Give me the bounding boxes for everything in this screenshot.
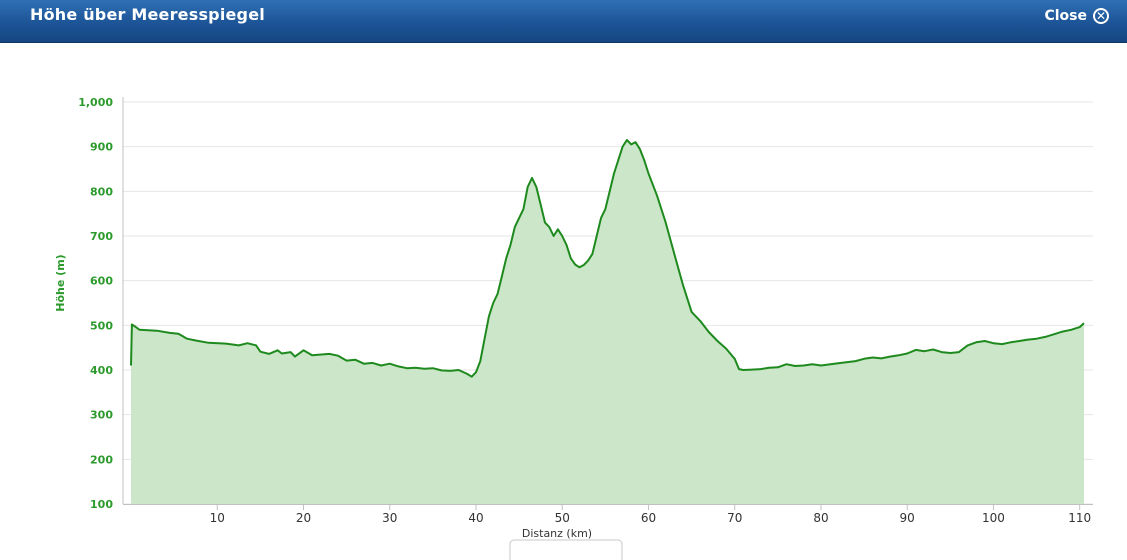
elevation-chart: 100 200 300 400 500 600 700 800 900 1,000 10 20 30 4… (54, 96, 1093, 560)
y-tick-label-6: 700 (90, 230, 113, 243)
close-label: Close (1044, 8, 1087, 24)
close-circle-icon[interactable]: ✕ (1093, 8, 1109, 24)
y-tick-label-5: 600 (90, 275, 113, 288)
elevation-area (131, 140, 1084, 504)
x-axis-title: Distanz (km) (522, 527, 592, 540)
dialog-header: Höhe über Meeresspiegel Close ✕ (0, 0, 1127, 43)
axes (122, 97, 1093, 510)
y-tick-label-8: 900 (90, 141, 113, 154)
x-tick-label-0: 10 (210, 511, 225, 525)
x-tick-label-9: 100 (982, 511, 1005, 525)
x-tick-label-2: 30 (382, 511, 397, 525)
y-tick-label-4: 500 (90, 319, 113, 332)
y-axis-title: Höhe (m) (54, 254, 67, 311)
close-button[interactable]: Close ✕ (1044, 4, 1109, 28)
y-tick-label-7: 800 (90, 185, 113, 198)
x-tick-label-5: 60 (641, 511, 656, 525)
y-tick-label-3: 400 (90, 364, 113, 377)
x-tick-label-7: 80 (813, 511, 828, 525)
x-tick-label-10: 110 (1068, 511, 1091, 525)
x-tick-label-8: 90 (900, 511, 915, 525)
x-tick-label-1: 20 (296, 511, 311, 525)
y-tick-label-1: 200 (90, 453, 113, 466)
elevation-line (130, 139, 1085, 378)
y-tick-label-0: 100 (90, 498, 113, 511)
x-tick-label-3: 40 (468, 511, 483, 525)
y-tick-label-9: 1,000 (78, 96, 113, 109)
x-axis-title-box (509, 539, 623, 560)
y-axis-labels: 100 200 300 400 500 600 700 800 900 1,000 (78, 96, 113, 511)
x-tick-label-6: 70 (727, 511, 742, 525)
x-tick-label-4: 50 (555, 511, 570, 525)
dialog-title: Höhe über Meeresspiegel (30, 5, 265, 24)
x-axis-labels: 10 20 30 40 50 60 70 80 90 100 110 (210, 511, 1092, 525)
y-tick-label-2: 300 (90, 409, 113, 422)
